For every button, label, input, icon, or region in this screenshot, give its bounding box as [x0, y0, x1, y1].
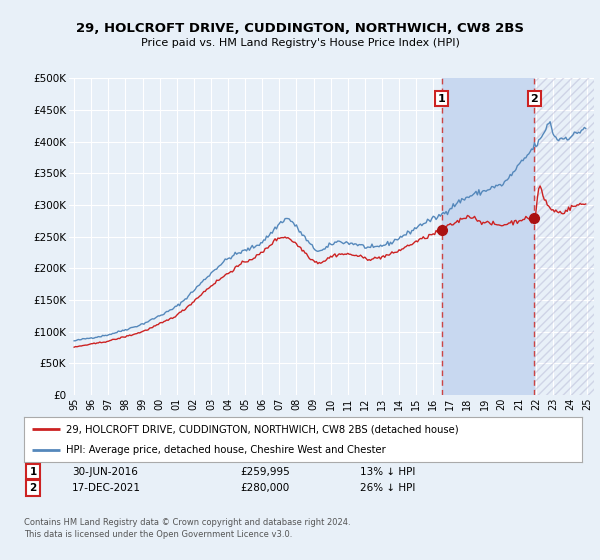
Text: 2: 2	[530, 94, 538, 104]
Text: 26% ↓ HPI: 26% ↓ HPI	[360, 483, 415, 493]
Text: Price paid vs. HM Land Registry's House Price Index (HPI): Price paid vs. HM Land Registry's House …	[140, 38, 460, 48]
Text: 29, HOLCROFT DRIVE, CUDDINGTON, NORTHWICH, CW8 2BS (detached house): 29, HOLCROFT DRIVE, CUDDINGTON, NORTHWIC…	[66, 424, 458, 435]
Text: 17-DEC-2021: 17-DEC-2021	[72, 483, 141, 493]
Bar	[535, 78, 594, 395]
Text: HPI: Average price, detached house, Cheshire West and Chester: HPI: Average price, detached house, Ches…	[66, 445, 386, 455]
Text: £280,000: £280,000	[240, 483, 289, 493]
Text: 1: 1	[438, 94, 446, 104]
Text: 13% ↓ HPI: 13% ↓ HPI	[360, 466, 415, 477]
Text: 29, HOLCROFT DRIVE, CUDDINGTON, NORTHWICH, CW8 2BS: 29, HOLCROFT DRIVE, CUDDINGTON, NORTHWIC…	[76, 22, 524, 35]
Text: £259,995: £259,995	[240, 466, 290, 477]
Text: Contains HM Land Registry data © Crown copyright and database right 2024.: Contains HM Land Registry data © Crown c…	[24, 518, 350, 527]
Text: 1: 1	[29, 466, 37, 477]
Bar	[535, 78, 594, 395]
Text: 2: 2	[29, 483, 37, 493]
Text: This data is licensed under the Open Government Licence v3.0.: This data is licensed under the Open Gov…	[24, 530, 292, 539]
Text: 30-JUN-2016: 30-JUN-2016	[72, 466, 138, 477]
Bar	[442, 78, 535, 395]
